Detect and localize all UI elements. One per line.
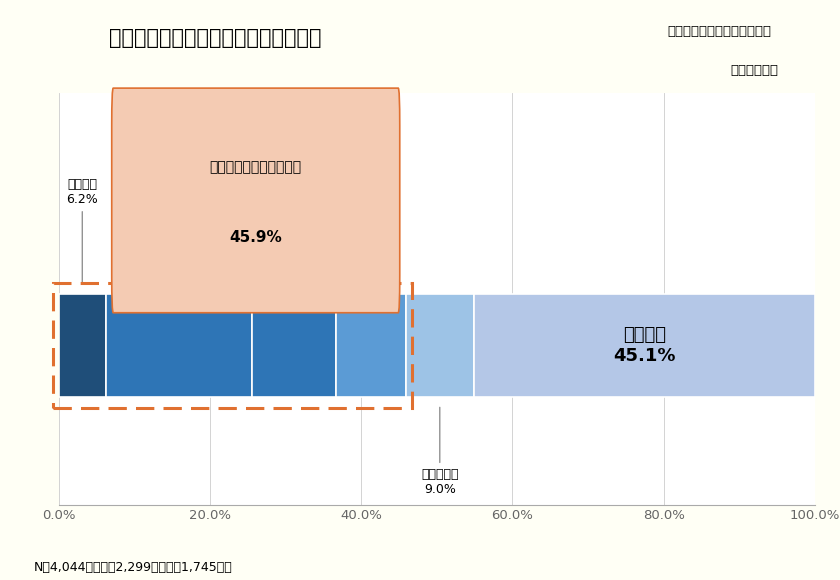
FancyBboxPatch shape <box>112 88 400 313</box>
Bar <box>53 283 412 408</box>
Text: N＝4,044名（男性2,299名・女性1,745名）: N＝4,044名（男性2,299名・女性1,745名） <box>34 561 233 574</box>
Text: （単一回答）: （単一回答） <box>731 64 779 77</box>
Text: ほぼ毎日
6.2%: ほぼ毎日 6.2% <box>66 178 98 284</box>
Bar <box>59 294 106 397</box>
Text: ２週に１回
9.0%: ２週に１回 9.0% <box>421 407 459 496</box>
Bar <box>336 294 406 397</box>
Text: 週に１回
9.2%: 週に１回 9.2% <box>355 178 387 284</box>
Bar <box>106 294 252 397</box>
Text: 週に２日〜３日
11.2%: 週に２日〜３日 11.2% <box>268 178 320 284</box>
Text: 月に１回
45.1%: 月に１回 45.1% <box>613 326 675 365</box>
Text: 「週に１回以上食べる」: 「週に１回以上食べる」 <box>210 161 302 175</box>
Bar <box>406 294 474 397</box>
Text: 週に４日〜５日
19.3%: 週に４日〜５日 19.3% <box>152 178 205 284</box>
Bar <box>474 294 815 397</box>
Text: 45.9%: 45.9% <box>229 230 282 245</box>
Bar <box>252 294 336 397</box>
Text: （手づくり・購入は問わず）: （手づくり・購入は問わず） <box>668 25 772 38</box>
Text: お弁当を食べる頻度を教えてください: お弁当を食べる頻度を教えてください <box>109 28 322 48</box>
